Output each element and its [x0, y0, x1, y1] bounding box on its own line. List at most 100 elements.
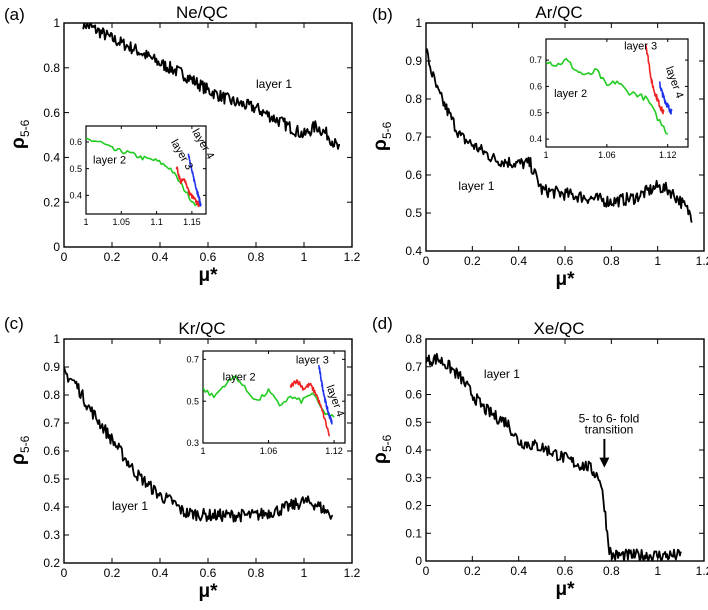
y-tick-label: 0.6: [43, 106, 60, 120]
y-tick-label: 0.3: [43, 528, 60, 542]
inset-series-line-layer-3: [289, 379, 331, 437]
y-axis-label-group: ρ5-6: [370, 121, 394, 151]
x-tick-label: 0.8: [248, 250, 265, 264]
y-tick-label: 0.8: [43, 61, 60, 75]
y-axis-label-subscript: 5-6: [18, 435, 32, 453]
y-tick-label: 0.4: [43, 151, 60, 165]
x-tick-label: 0.8: [603, 564, 620, 578]
y-tick-label: 0.6: [405, 168, 422, 182]
x-axis-label: μ*: [198, 581, 218, 602]
annotation: transition: [585, 422, 634, 436]
inset-x-tick-label: 1.12: [325, 446, 343, 456]
inset-y-tick-label: 0.5: [69, 164, 82, 174]
series-line-layer-1: [82, 23, 340, 150]
y-tick-label: 0.3: [405, 471, 422, 485]
y-axis-label-subscript: 5-6: [380, 121, 394, 139]
inset-series-line-layer-3: [175, 166, 201, 208]
x-tick-label: 0.2: [104, 250, 121, 264]
y-axis-label: ρ: [370, 452, 391, 464]
inset-series-line-layer-2: [203, 375, 335, 418]
inset-x-tick-label: 1: [543, 150, 548, 160]
y-axis-label-group: ρ5-6: [370, 434, 394, 464]
y-axis-label-group: ρ5-6: [8, 119, 32, 149]
inset-series-line-layer-4: [187, 153, 202, 207]
inset-annotation: layer 2: [223, 371, 256, 383]
panel-title: Kr/QC: [178, 319, 225, 338]
y-axis-label: ρ: [370, 139, 391, 151]
x-axis-label: μ*: [555, 269, 575, 290]
panel-label: (a): [4, 5, 25, 24]
annotation: layer 1: [484, 367, 520, 381]
inset-annotation: layer 3: [296, 355, 329, 367]
inset-x-tick-label: 1: [83, 217, 88, 227]
panel-2: (b) Ar/QC 0 0.2 0.4 0.6 0.8 1 1.2 0.4 0.5 0.6 0.7 0.8…: [370, 3, 708, 290]
y-axis-label-group: ρ5-6: [8, 435, 32, 465]
y-tick-label: 0.6: [43, 444, 60, 458]
y-tick-label: 0.1: [405, 526, 422, 540]
x-tick-label: 0.4: [152, 250, 169, 264]
inset-y-tick-label: 0.6: [69, 137, 82, 147]
inset-x-tick-label: 1.12: [659, 150, 677, 160]
y-tick-label: 0.7: [405, 130, 422, 144]
inset-x-tick-label: 1.05: [113, 217, 131, 227]
x-tick-label: 0: [423, 254, 430, 268]
panel-title: Ar/QC: [535, 3, 582, 22]
x-tick-label: 1: [654, 564, 661, 578]
y-tick-label: 1: [53, 16, 60, 30]
inset-series-line-layer-3: [644, 43, 665, 115]
y-tick-label: 0: [415, 554, 422, 568]
y-tick-label: 0.8: [43, 388, 60, 402]
y-tick-label: 0.6: [405, 388, 422, 402]
x-tick-label: 0.6: [200, 566, 217, 580]
y-tick-label: 0.2: [43, 195, 60, 209]
annotation: 5- to 6- fold: [579, 411, 640, 425]
inset-annotation: layer 2: [554, 88, 587, 100]
inset-y-tick-label: 0.7: [186, 355, 199, 365]
x-tick-label: 0.2: [104, 566, 121, 580]
x-tick-label: 0.2: [464, 254, 481, 268]
x-tick-label: 0.4: [510, 254, 527, 268]
x-tick-label: 1: [301, 250, 308, 264]
annotation: layer 1: [458, 179, 494, 193]
inset-x-tick-label: 1.1: [150, 217, 163, 227]
inset-series-line-layer-4: [658, 81, 673, 115]
y-tick-label: 0.7: [405, 360, 422, 374]
axes-frame: [425, 338, 705, 562]
y-tick-label: 0.8: [405, 92, 422, 106]
x-tick-label: 0.4: [152, 566, 169, 580]
panel-4: (d) Xe/QC 0 0.2 0.4 0.6 0.8 1 1.2 0 0.1 0.2 0.3 0.4 0.…: [370, 314, 708, 600]
inset-y-tick-label: 0.7: [529, 55, 542, 65]
x-tick-label: 0.8: [248, 566, 265, 580]
inset-y-tick-label: 0.5: [529, 108, 542, 118]
y-tick-label: 0.8: [405, 332, 422, 346]
y-tick-label: 0.7: [43, 416, 60, 430]
x-tick-label: 0.6: [557, 254, 574, 268]
inset-series-line-layer-2: [546, 57, 669, 135]
y-tick-label: 0.5: [405, 206, 422, 220]
inset-y-tick-label: 0.5: [186, 396, 199, 406]
x-axis-label: μ*: [555, 579, 575, 600]
x-tick-label: 0.4: [510, 564, 527, 578]
y-axis-label: ρ: [8, 137, 29, 149]
inset-y-tick-label: 0.3: [186, 438, 199, 448]
x-tick-label: 1.2: [696, 564, 708, 578]
y-tick-label: 1: [53, 332, 60, 346]
y-tick-label: 0.2: [405, 499, 422, 513]
x-tick-label: 1.2: [696, 254, 708, 268]
y-axis-label-subscript: 5-6: [18, 119, 32, 137]
x-tick-label: 0: [423, 564, 430, 578]
x-tick-label: 1: [301, 566, 308, 580]
y-tick-label: 0.2: [43, 556, 60, 570]
inset-x-tick-label: 1.06: [598, 150, 616, 160]
inset-axes-frame: [85, 125, 207, 215]
x-tick-label: 0.6: [557, 564, 574, 578]
inset-y-tick-label: 0.6: [529, 82, 542, 92]
series-line-layer-1: [426, 352, 682, 561]
inset-y-tick-label: 0.4: [69, 190, 82, 200]
inset-annotation: layer 3: [624, 41, 657, 53]
y-tick-label: 0: [53, 240, 60, 254]
